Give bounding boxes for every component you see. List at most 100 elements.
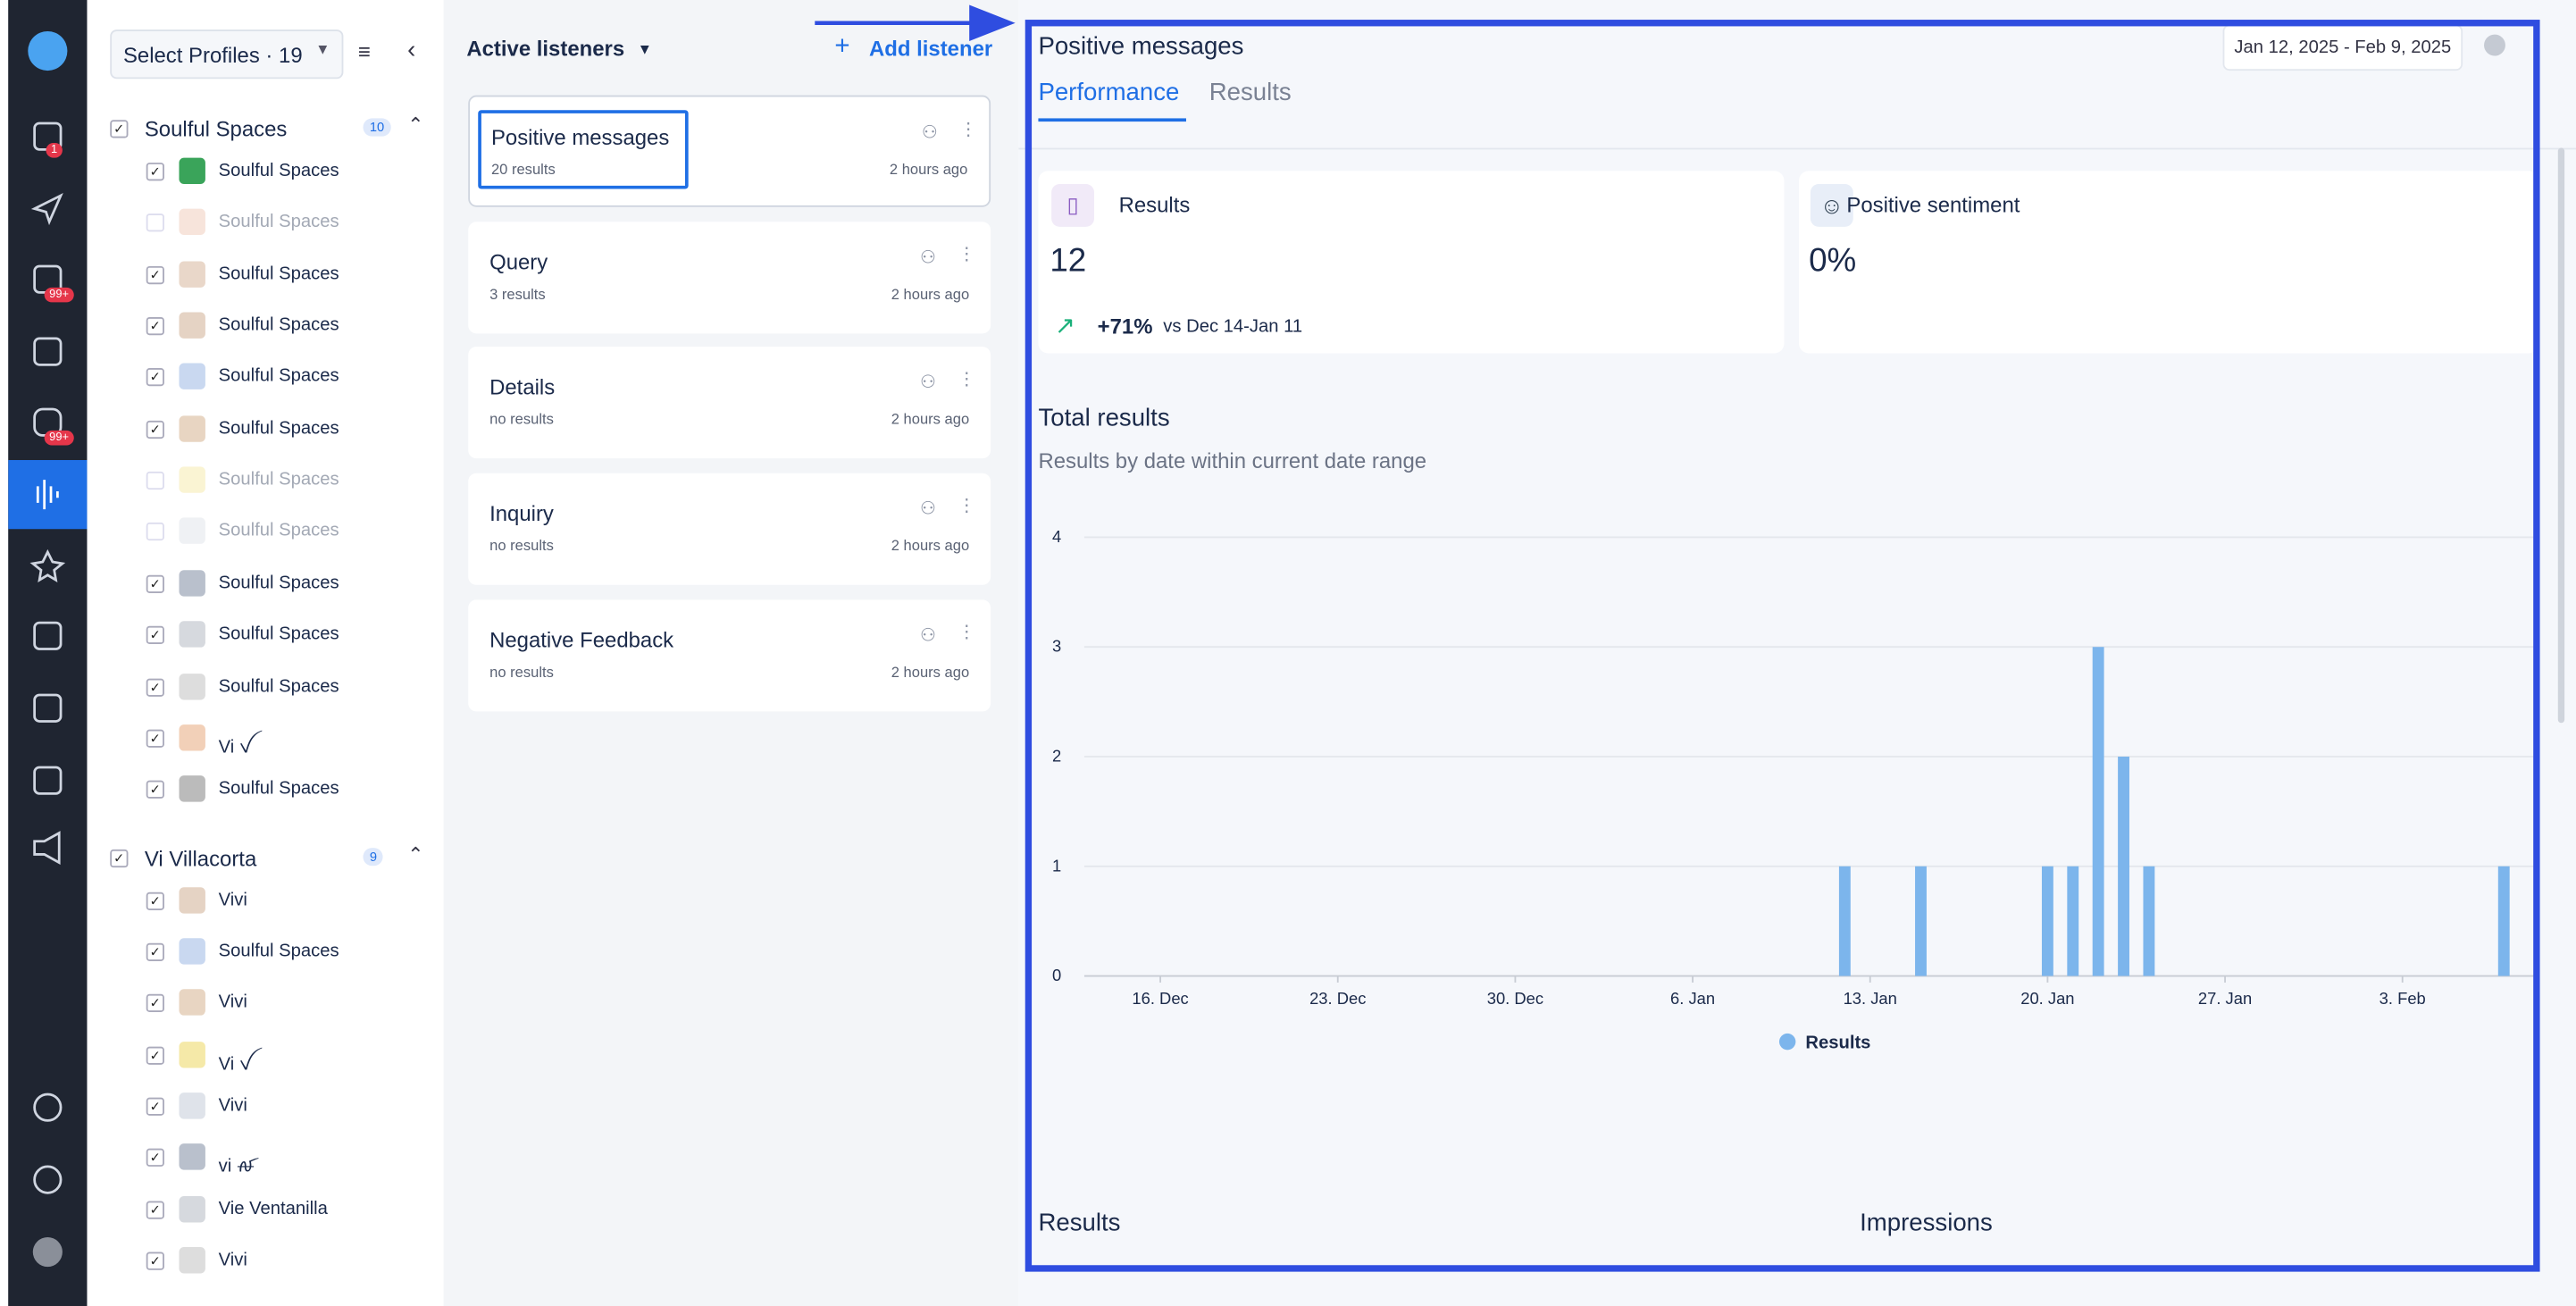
checkbox[interactable]: ✓ bbox=[146, 942, 164, 961]
badge: 99+ bbox=[44, 430, 74, 446]
panel-title: Positive messages bbox=[1038, 32, 1244, 62]
checkbox[interactable] bbox=[146, 472, 164, 490]
avatar bbox=[179, 1093, 205, 1119]
checkbox[interactable]: ✓ bbox=[110, 120, 129, 138]
profile-name[interactable]: Vi ꪜ bbox=[218, 1054, 252, 1075]
menu-icon[interactable]: ⋮ bbox=[958, 244, 976, 264]
profile-name[interactable]: Vi ꪜ bbox=[218, 737, 252, 758]
x-tick-label: 16. Dec bbox=[1132, 989, 1188, 1008]
checkbox[interactable]: ✓ bbox=[146, 626, 164, 645]
listener-count: 3 results bbox=[489, 285, 546, 302]
profile-name[interactable]: Soulful Spaces bbox=[218, 779, 339, 800]
profile-name[interactable]: vi ꫛ bbox=[218, 1157, 255, 1177]
checkbox[interactable]: ✓ bbox=[146, 1149, 164, 1168]
checkbox[interactable]: ✓ bbox=[146, 420, 164, 439]
listener-count: 20 results bbox=[490, 161, 556, 178]
x-tick-label: 30. Dec bbox=[1487, 989, 1543, 1008]
checkbox[interactable]: ✓ bbox=[146, 1097, 164, 1116]
share-icon[interactable]: ⚇ bbox=[920, 625, 937, 646]
menu-icon[interactable]: ⋮ bbox=[958, 622, 976, 642]
profile-name[interactable]: Soulful Spaces bbox=[218, 573, 339, 593]
profile-name[interactable]: Soulful Spaces bbox=[218, 161, 339, 181]
caret: ▼ bbox=[315, 40, 330, 58]
checkbox[interactable]: ✓ bbox=[146, 1045, 164, 1065]
checkbox[interactable] bbox=[146, 523, 164, 541]
profile-name[interactable]: Soulful Spaces bbox=[218, 521, 339, 541]
chart-subtitle: Results by date within current date rang… bbox=[1038, 448, 1427, 473]
bar bbox=[1915, 866, 1927, 976]
x-tick-label: 6. Jan bbox=[1670, 989, 1715, 1008]
share-icon[interactable]: ⚇ bbox=[921, 122, 939, 144]
avatar bbox=[179, 260, 205, 288]
bar bbox=[2092, 647, 2104, 976]
profile-name[interactable]: Vivi bbox=[218, 1250, 247, 1270]
checkbox[interactable]: ✓ bbox=[110, 849, 129, 867]
profile-name[interactable]: Soulful Spaces bbox=[218, 315, 339, 336]
checkbox[interactable]: ✓ bbox=[146, 317, 164, 336]
add-listener[interactable]: Add listener bbox=[868, 36, 993, 62]
listener-name: Query bbox=[489, 248, 548, 274]
checkbox[interactable]: ✓ bbox=[146, 368, 164, 387]
checkbox[interactable] bbox=[146, 213, 164, 232]
filter-icon[interactable]: ≡ bbox=[357, 39, 371, 64]
profile-name[interactable]: Vivi bbox=[218, 1095, 247, 1116]
collapse-icon[interactable]: ‹ bbox=[407, 36, 416, 64]
listener-card[interactable]: Query 3 results 2 hours ago ⚇ ⋮ bbox=[468, 221, 991, 333]
checkbox[interactable]: ✓ bbox=[146, 729, 164, 748]
tab-active[interactable]: Performance bbox=[1038, 79, 1180, 107]
checkbox[interactable]: ✓ bbox=[146, 163, 164, 181]
checkbox[interactable]: ✓ bbox=[146, 265, 164, 284]
profile-select[interactable]: Select Profiles · 19 ▼ bbox=[110, 29, 344, 80]
checkbox[interactable]: ✓ bbox=[146, 781, 164, 800]
profile-name[interactable]: Soulful Spaces bbox=[218, 941, 339, 961]
profile-name[interactable]: Soulful Spaces bbox=[218, 366, 339, 387]
profile-name[interactable]: Vie Ventanilla bbox=[218, 1199, 328, 1219]
nav-bar: 1 99+ 99+ bbox=[8, 0, 88, 1306]
avatar bbox=[179, 1041, 205, 1067]
metric-card: ☺ Positive sentiment 0% bbox=[1799, 171, 2538, 354]
listener-count: no results bbox=[489, 663, 554, 681]
metric-card: ▯ Results 12 ↗ +71% vs Dec 14-Jan 11 bbox=[1038, 171, 1785, 354]
group-name[interactable]: Vi Villacorta bbox=[144, 845, 257, 870]
chevron[interactable]: ⌃ bbox=[407, 113, 424, 137]
card-icon: ▯ bbox=[1051, 184, 1094, 227]
avatar bbox=[179, 466, 205, 493]
y-tick-label: 3 bbox=[1052, 637, 1061, 656]
share-icon[interactable]: ⚇ bbox=[920, 499, 937, 520]
checkbox[interactable]: ✓ bbox=[146, 574, 164, 593]
listener-time: 2 hours ago bbox=[891, 411, 970, 428]
menu-icon[interactable]: ⋮ bbox=[959, 120, 978, 140]
selection-box bbox=[478, 110, 689, 189]
profile-name[interactable]: Soulful Spaces bbox=[218, 264, 339, 284]
share-icon[interactable]: ⚇ bbox=[920, 373, 937, 394]
checkbox[interactable]: ✓ bbox=[146, 994, 164, 1013]
tab[interactable]: Results bbox=[1209, 79, 1292, 107]
menu-icon[interactable]: ⋮ bbox=[958, 370, 976, 390]
share-icon[interactable]: ⚇ bbox=[920, 247, 937, 268]
profile-name[interactable]: Soulful Spaces bbox=[218, 418, 339, 439]
profile-name[interactable]: Soulful Spaces bbox=[218, 624, 339, 645]
listener-card[interactable]: Inquiry no results 2 hours ago ⚇ ⋮ bbox=[468, 473, 991, 585]
listener-card[interactable]: Details no results 2 hours ago ⚇ ⋮ bbox=[468, 347, 991, 459]
menu-icon[interactable]: ⋮ bbox=[958, 496, 976, 516]
group-name[interactable]: Soulful Spaces bbox=[144, 116, 288, 142]
checkbox[interactable]: ✓ bbox=[146, 677, 164, 696]
profile-name[interactable]: Soulful Spaces bbox=[218, 212, 339, 232]
y-tick-label: 2 bbox=[1052, 747, 1061, 766]
profile-name[interactable]: Soulful Spaces bbox=[218, 675, 339, 696]
checkbox[interactable]: ✓ bbox=[146, 1200, 164, 1219]
listeners-header[interactable]: Active listeners bbox=[466, 36, 625, 62]
profile-name[interactable]: Soulful Spaces bbox=[218, 470, 339, 490]
profile-name[interactable]: Vivi bbox=[218, 890, 247, 910]
listener-card[interactable]: Negative Feedback no results 2 hours ago ⚇ ⋮ bbox=[468, 599, 991, 712]
avatar bbox=[179, 938, 205, 965]
profile-name[interactable]: Vivi bbox=[218, 992, 247, 1013]
checkbox[interactable]: ✓ bbox=[146, 1252, 164, 1270]
chevron[interactable]: ⌃ bbox=[407, 841, 424, 866]
info-icon[interactable] bbox=[2484, 34, 2505, 56]
profile-panel: Select Profiles · 19 ▼ ≡ ‹ ✓ Soulful Spac… bbox=[87, 0, 444, 1306]
checkbox[interactable]: ✓ bbox=[146, 891, 164, 910]
avatar bbox=[179, 886, 205, 913]
listener-card[interactable]: Positive messages 20 results 2 hours ago ⚇ ⋮ bbox=[468, 95, 991, 207]
